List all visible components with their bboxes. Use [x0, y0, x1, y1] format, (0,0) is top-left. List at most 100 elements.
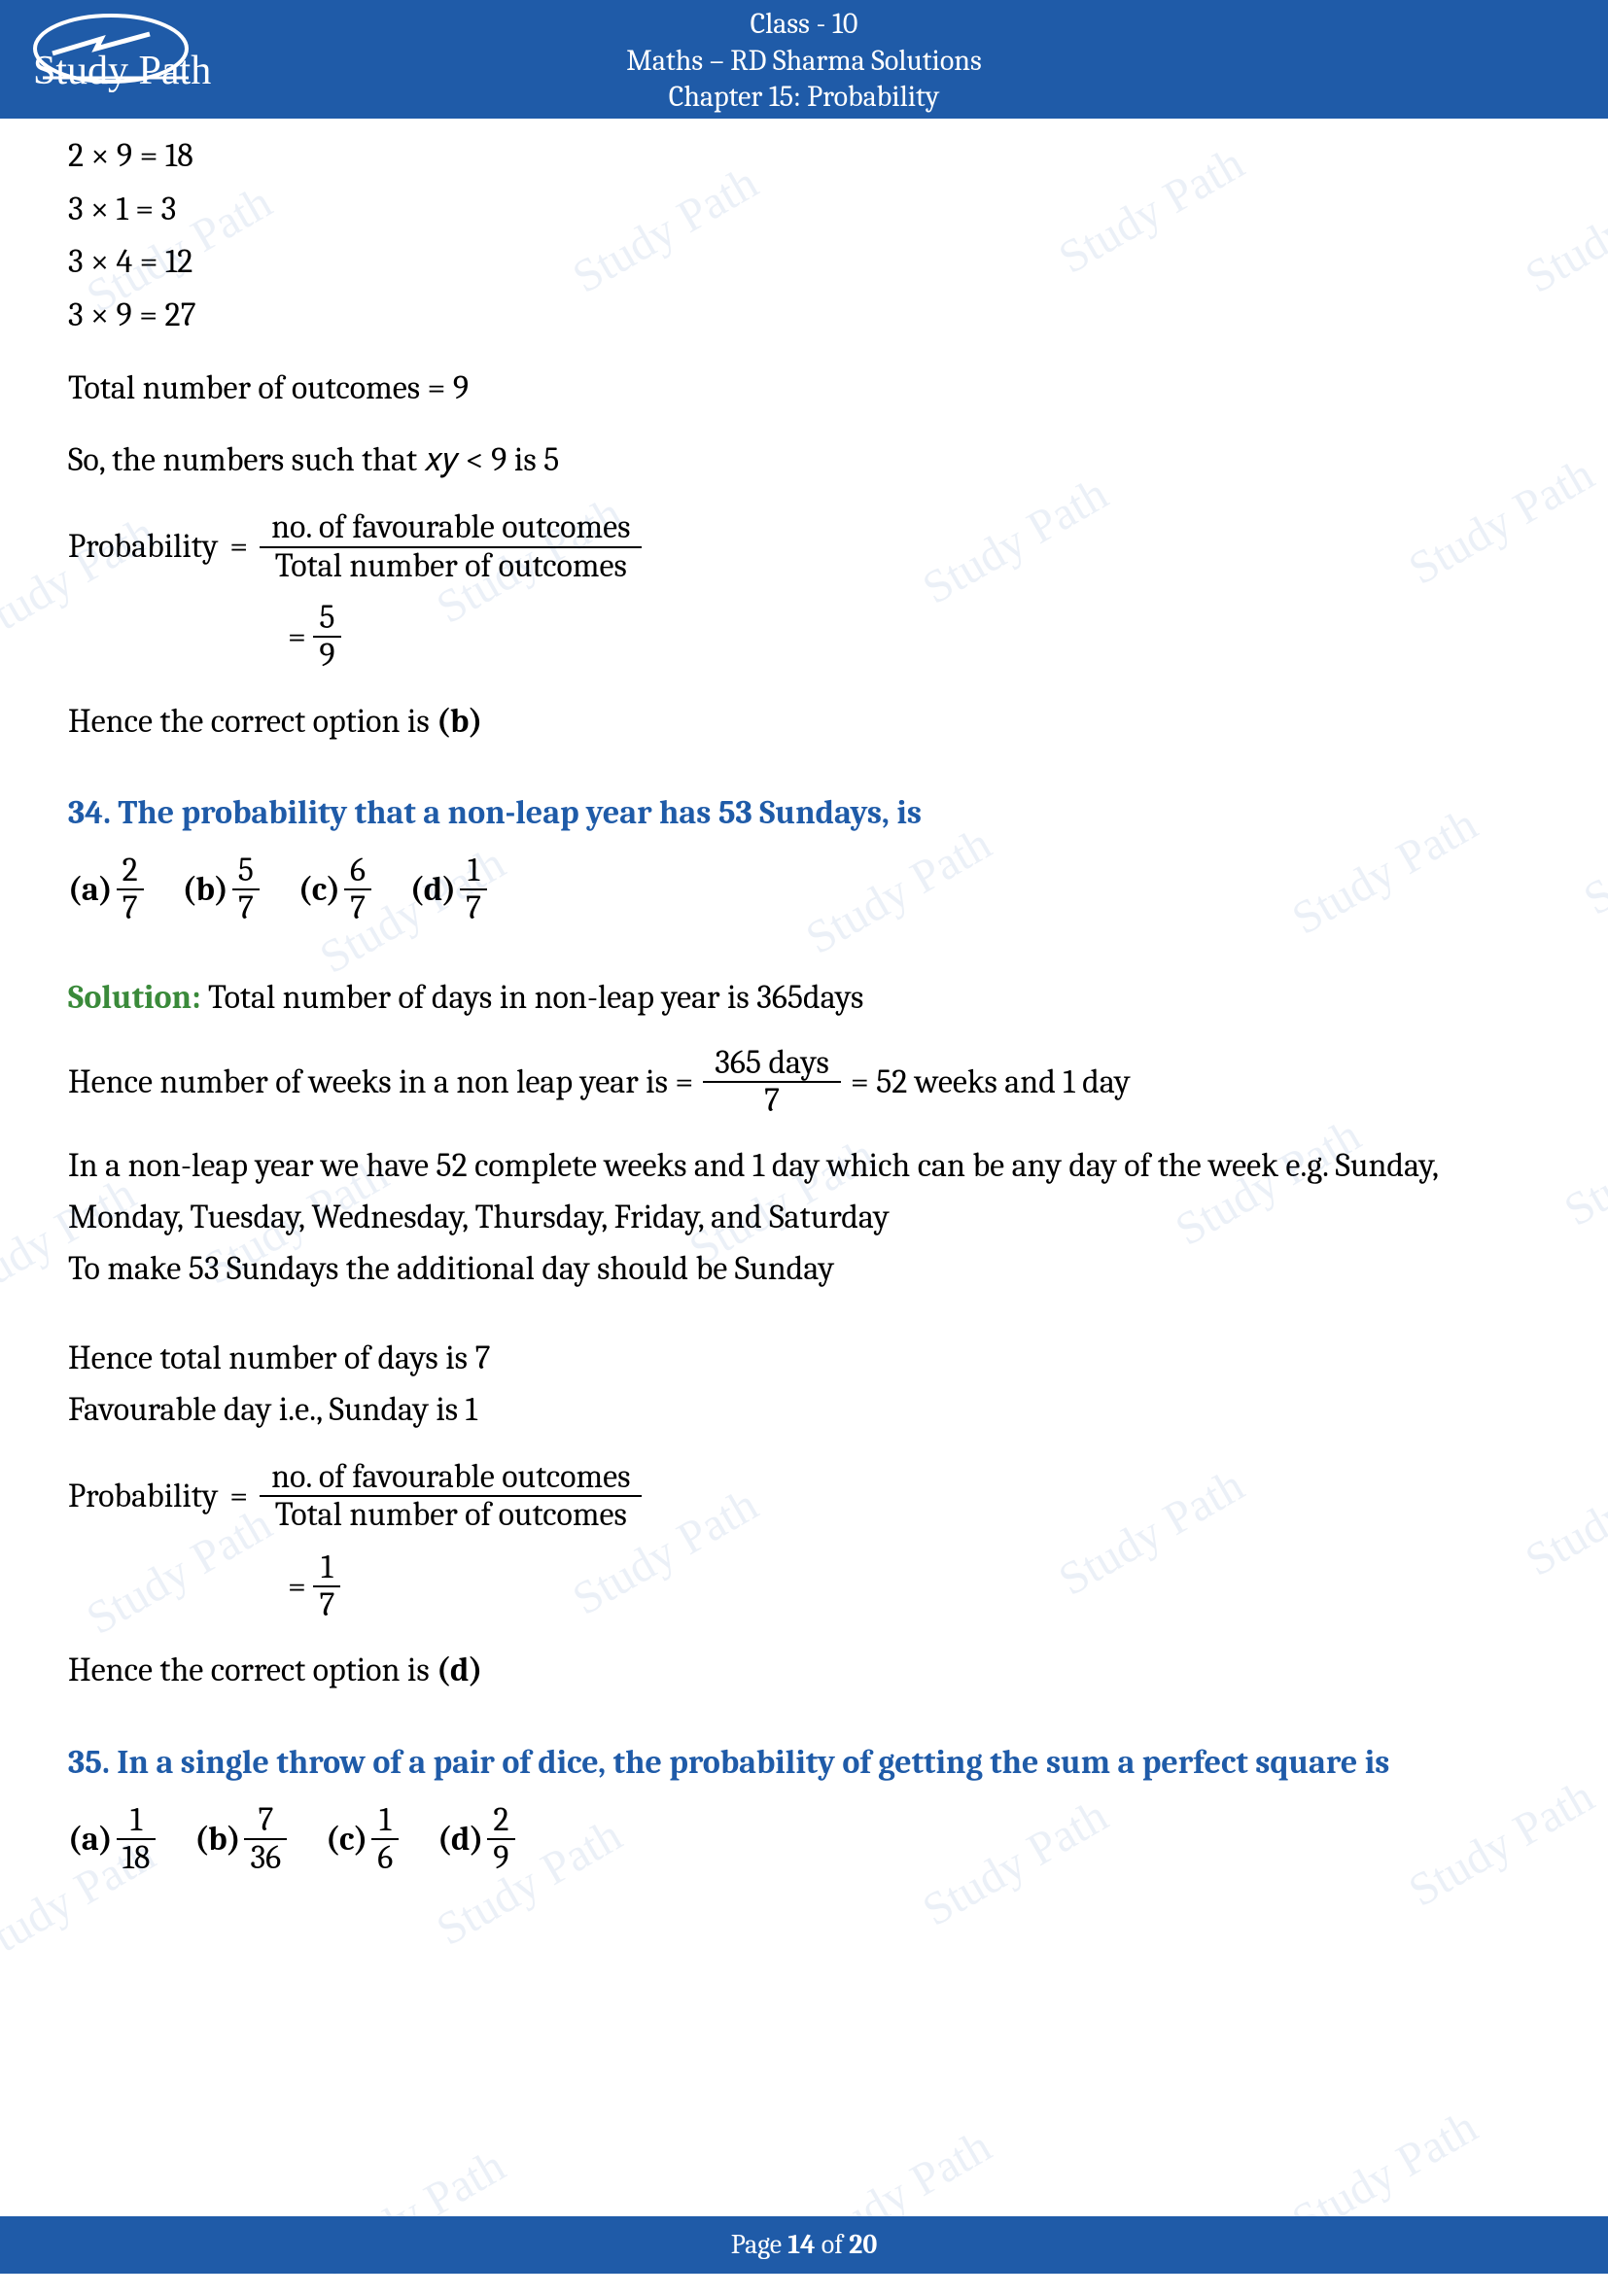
option-fraction: 736 [244, 1802, 287, 1877]
fraction-denominator: 7 [344, 890, 371, 926]
fraction-denominator: Total number of outcomes [260, 1497, 642, 1533]
equals-sign: = [288, 611, 313, 663]
option-fraction: 57 [232, 852, 260, 927]
solution-label: Solution: [68, 978, 201, 1017]
footer-mid: of [816, 2229, 850, 2260]
fraction-denominator: 6 [371, 1840, 399, 1876]
result-fraction: 5 9 [313, 600, 340, 675]
option-label: (b) [194, 1814, 240, 1865]
options-row: (a) 27 (b) 57 (c) 67 (d) 17 [68, 852, 1540, 927]
option-b: (b) 736 [194, 1802, 287, 1877]
correct-option: Hence the correct option is (d) [68, 1645, 1540, 1696]
favourable-day: Favourable day i.e., Sunday is 1 [68, 1384, 1540, 1436]
probability-formula: Probability = no. of favourable outcomes… [68, 509, 1540, 584]
option-d: (d) 17 [410, 852, 487, 927]
equals-sign: = [229, 521, 248, 573]
fraction-numerator: no. of favourable outcomes [260, 1459, 642, 1497]
correct-prefix: Hence the correct option is [68, 702, 437, 741]
total-days: Hence total number of days is 7 [68, 1333, 1540, 1384]
explanation-p2: To make 53 Sundays the additional day sh… [68, 1243, 1540, 1295]
header-class: Class - 10 [0, 6, 1608, 43]
fraction-denominator: 7 [313, 1587, 340, 1623]
logo: Study Path [23, 10, 218, 107]
weeks-calculation: Hence number of weeks in a non leap year… [68, 1045, 1540, 1120]
content-area: 2 × 9 = 18 3 × 1 = 3 3 × 4 = 12 3 × 9 = … [0, 119, 1608, 1876]
fraction-numerator: 2 [487, 1802, 514, 1840]
option-a: (a) 27 [68, 852, 144, 927]
correct-option: Hence the correct option is (b) [68, 696, 1540, 748]
fraction-denominator: 7 [703, 1083, 841, 1119]
fraction-denominator: 7 [460, 890, 487, 926]
calc-line: 3 × 9 = 27 [68, 290, 1540, 341]
solution-block: Solution: Total number of days in non-le… [68, 972, 1540, 1024]
xy-condition: So, the numbers such that 𝑥𝑦 < 9 is 5 [68, 435, 1540, 486]
fraction-denominator: 36 [244, 1840, 287, 1876]
page-footer: Page 14 of 20 [0, 2216, 1608, 2274]
fraction-denominator: 9 [487, 1840, 514, 1876]
fraction-numerator: 6 [344, 852, 371, 890]
option-fraction: 29 [487, 1802, 514, 1877]
fraction-numerator: 1 [313, 1549, 340, 1587]
question-34: 34. The probability that a non-leap year… [68, 787, 1540, 839]
equals-sign: = [288, 1561, 313, 1613]
fraction-numerator: 5 [313, 600, 340, 638]
fraction-numerator: 5 [232, 852, 260, 890]
page-header: Study Path Class - 10 Maths – RD Sharma … [0, 0, 1608, 119]
option-label: (b) [183, 864, 228, 916]
fraction-denominator: 9 [313, 638, 340, 674]
prob-label: Probability [68, 1471, 218, 1522]
header-chapter: Chapter 15: Probability [0, 79, 1608, 116]
option-label: (d) [437, 1814, 483, 1865]
calc-line: 3 × 4 = 12 [68, 236, 1540, 288]
correct-prefix: Hence the correct option is [68, 1651, 437, 1689]
correct-answer: (d) [437, 1651, 482, 1689]
page-total: 20 [849, 2229, 877, 2260]
fraction-numerator: 365 days [703, 1045, 841, 1083]
formula-fraction: no. of favourable outcomes Total number … [260, 1459, 642, 1534]
option-label: (d) [410, 864, 456, 916]
page-current: 14 [787, 2229, 815, 2260]
fraction-denominator: Total number of outcomes [260, 548, 642, 584]
options-row: (a) 118 (b) 736 (c) 16 (d) 29 [68, 1802, 1540, 1877]
logo-text: Study Path [33, 40, 211, 103]
days-fraction: 365 days 7 [703, 1045, 841, 1120]
fraction-denominator: 7 [117, 890, 144, 926]
option-a: (a) 118 [68, 1802, 156, 1877]
prob-label: Probability [68, 521, 218, 573]
correct-answer: (b) [437, 702, 482, 741]
fraction-denominator: 18 [117, 1840, 157, 1876]
fraction-denominator: 7 [232, 890, 260, 926]
solution-text: Total number of days in non-leap year is… [201, 978, 864, 1017]
option-d: (d) 29 [437, 1802, 514, 1877]
fraction-numerator: 1 [371, 1802, 399, 1840]
question-35: 35. In a single throw of a pair of dice,… [68, 1737, 1540, 1789]
calc-line: 3 × 1 = 3 [68, 184, 1540, 235]
option-label: (a) [68, 864, 113, 916]
option-c: (c) 16 [326, 1802, 399, 1877]
explanation-p1: In a non-leap year we have 52 complete w… [68, 1140, 1540, 1242]
footer-pre: Page [731, 2229, 788, 2260]
equals-sign: = [229, 1471, 248, 1522]
fraction-numerator: 7 [244, 1802, 287, 1840]
calc-suffix: = 52 weeks and 1 day [851, 1057, 1131, 1108]
calc-prefix: Hence number of weeks in a non leap year… [68, 1057, 693, 1108]
option-b: (b) 57 [183, 852, 260, 927]
calc-line: 2 × 9 = 18 [68, 130, 1540, 182]
option-fraction: 67 [344, 852, 371, 927]
probability-formula: Probability = no. of favourable outcomes… [68, 1459, 1540, 1534]
option-label: (c) [298, 864, 340, 916]
formula-fraction: no. of favourable outcomes Total number … [260, 509, 642, 584]
fraction-numerator: no. of favourable outcomes [260, 509, 642, 547]
option-fraction: 118 [117, 1802, 157, 1877]
option-fraction: 16 [371, 1802, 399, 1877]
fraction-numerator: 1 [460, 852, 487, 890]
option-label: (c) [326, 1814, 367, 1865]
result-fraction: 1 7 [313, 1549, 340, 1624]
option-fraction: 27 [117, 852, 144, 927]
fraction-numerator: 2 [117, 852, 144, 890]
option-fraction: 17 [460, 852, 487, 927]
option-c: (c) 67 [298, 852, 371, 927]
header-subject: Maths – RD Sharma Solutions [0, 43, 1608, 80]
option-label: (a) [68, 1814, 113, 1865]
probability-result: = 5 9 [288, 600, 1540, 675]
